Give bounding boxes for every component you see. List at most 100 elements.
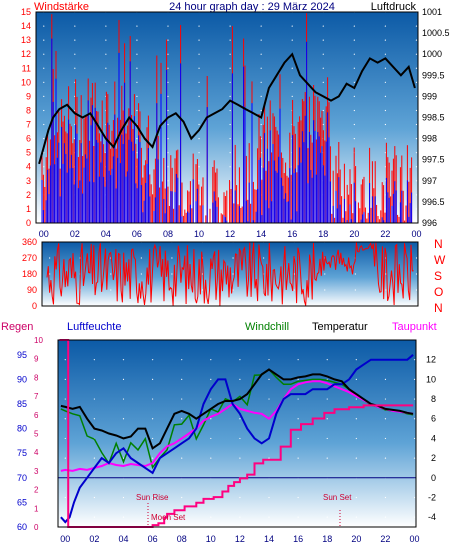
- grid-dot: [239, 378, 241, 380]
- grid-dot: [297, 457, 299, 459]
- hour-tick-label: 06: [132, 229, 142, 239]
- temperature-tick-label: -2: [428, 492, 436, 502]
- temperature-tick-label: 12: [426, 355, 436, 365]
- grid-dot: [151, 457, 154, 459]
- grid-dot: [74, 25, 76, 27]
- grid-dot: [198, 81, 200, 83]
- grid-dot: [297, 516, 299, 518]
- grid-dot: [49, 257, 51, 259]
- grid-dot: [122, 457, 125, 459]
- grid-dot: [171, 273, 173, 275]
- grid-dot: [326, 496, 328, 499]
- pressure-tick-label: 1001: [422, 7, 442, 17]
- grid-dot: [384, 109, 386, 112]
- grid-dot: [110, 289, 112, 291]
- grid-dot: [415, 25, 418, 27]
- direction-tick-label: 0: [32, 301, 37, 311]
- direction-tick-label: 360: [22, 237, 37, 247]
- grid-dot: [64, 418, 66, 420]
- grid-dot: [229, 81, 231, 83]
- pressure-tick-label: 996: [422, 218, 437, 228]
- direction-tick-label: 90: [27, 285, 37, 295]
- grid-dot: [355, 457, 357, 459]
- grid-dot: [322, 109, 324, 112]
- grid-dot: [415, 273, 418, 275]
- grid-dot: [415, 194, 418, 196]
- rain-tick-label: 5: [34, 430, 39, 439]
- grid-dot: [322, 81, 324, 83]
- grid-dot: [167, 95, 169, 97]
- grid-dot: [263, 257, 265, 259]
- grid-dot: [198, 39, 200, 41]
- grid-dot: [291, 67, 293, 69]
- grid-dot: [384, 53, 386, 55]
- grid-dot: [268, 516, 270, 518]
- wind-tick-label: 5: [26, 148, 31, 158]
- grid-dot: [291, 25, 293, 27]
- grid-dot: [415, 109, 418, 112]
- grid-dot: [167, 67, 169, 69]
- grid-dot: [326, 418, 328, 420]
- grid-dot: [167, 180, 169, 182]
- grid-dot: [105, 53, 107, 55]
- hour-tick-label: 16: [287, 229, 297, 239]
- grid-dot: [385, 289, 387, 291]
- grid-dot: [384, 194, 386, 196]
- grid-dot: [384, 25, 386, 27]
- grid-dot: [326, 516, 328, 518]
- rain-line: [59, 339, 414, 528]
- humidity-tick-label: 80: [17, 424, 27, 434]
- grid-dot: [122, 378, 125, 380]
- grid-dot: [355, 437, 357, 440]
- grid-dot: [140, 257, 142, 259]
- grid-dot: [49, 273, 51, 275]
- grid-dot: [167, 81, 169, 83]
- grid-dot: [413, 516, 416, 518]
- grid-dot: [413, 457, 416, 459]
- pressure-tick-label: 997.5: [422, 155, 445, 165]
- grid-dot: [384, 418, 387, 420]
- grid-dot: [229, 39, 231, 41]
- grid-dot: [181, 457, 183, 459]
- pressure-tick-label: 999: [422, 91, 437, 101]
- grid-dot: [353, 81, 355, 83]
- grid-dot: [64, 516, 66, 518]
- grid-dot: [413, 378, 416, 380]
- grid-dot: [239, 359, 241, 361]
- grid-dot: [415, 166, 418, 168]
- grid-dot: [122, 398, 125, 400]
- sunset-label: Sun Set: [323, 493, 352, 502]
- grid-dot: [64, 437, 66, 440]
- grid-dot: [355, 378, 357, 380]
- grid-dot: [384, 166, 386, 168]
- grid-dot: [93, 378, 95, 380]
- grid-dot: [355, 359, 357, 361]
- humidity-tick-label: 85: [17, 399, 27, 409]
- grid-dot: [229, 152, 231, 154]
- rain-tick-label: 7: [34, 392, 39, 401]
- wind-tick-label: 15: [21, 7, 31, 17]
- grid-dot: [122, 496, 125, 499]
- hour-tick-label: 08: [163, 229, 173, 239]
- grid-dot: [198, 25, 200, 27]
- pressure-tick-label: 998.5: [422, 113, 445, 123]
- hour-tick-label: 16: [293, 534, 303, 544]
- pressure-tick-label: 1000.5: [422, 28, 450, 38]
- grid-dot: [198, 152, 200, 154]
- grid-dot: [181, 516, 183, 518]
- grid-dot: [122, 516, 125, 518]
- grid-dot: [415, 257, 418, 259]
- grid-dot: [136, 67, 138, 69]
- grid-dot: [167, 39, 169, 41]
- grid-dot: [136, 25, 138, 27]
- grid-dot: [353, 123, 355, 126]
- grid-dot: [43, 39, 45, 41]
- grid-dot: [384, 208, 386, 210]
- wind-tick-label: 13: [21, 35, 31, 45]
- temperature-panel: Regen Luftfeuchte Windchill Temperatur T…: [1, 321, 437, 544]
- grid-dot: [239, 496, 241, 499]
- grid-dot: [167, 25, 169, 27]
- grid-dot: [355, 418, 357, 420]
- grid-dot: [413, 398, 416, 400]
